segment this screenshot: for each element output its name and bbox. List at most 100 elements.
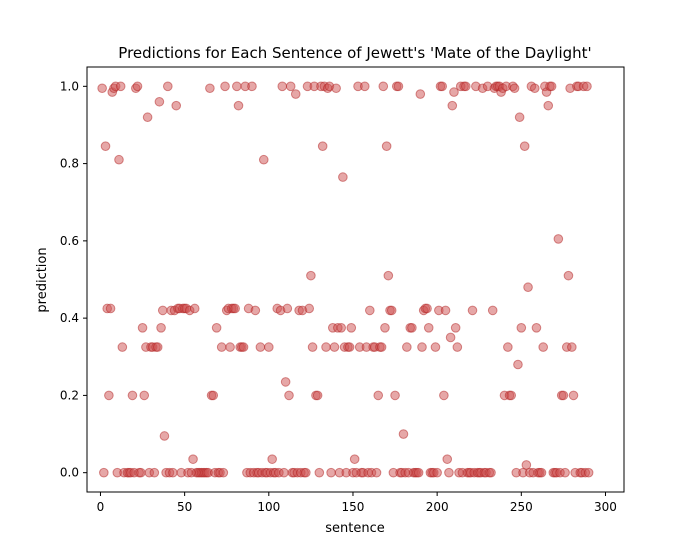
- data-point: [284, 390, 294, 401]
- data-point: [331, 83, 341, 94]
- y-axis-ticks: 0.0 0.2 0.4 0.6 0.8 1.0: [60, 79, 87, 480]
- data-point: [211, 323, 222, 333]
- data-point: [383, 270, 394, 281]
- x-tick-label: 300: [594, 500, 617, 514]
- data-point: [97, 83, 107, 94]
- data-point: [154, 96, 165, 107]
- data-point: [290, 89, 301, 99]
- y-tick-label: 0.0: [60, 466, 79, 480]
- data-point: [568, 390, 579, 401]
- x-tick-label: 100: [257, 500, 280, 514]
- x-tick-label: 0: [97, 500, 105, 514]
- data-point: [104, 390, 114, 401]
- data-point: [381, 141, 392, 151]
- data-point: [558, 390, 569, 401]
- data-point: [105, 303, 116, 314]
- data-point: [306, 270, 316, 281]
- data-point: [139, 390, 150, 401]
- data-point: [152, 342, 163, 352]
- data-point: [449, 87, 459, 97]
- data-point: [560, 467, 570, 478]
- data-point: [314, 467, 325, 478]
- data-point: [149, 467, 160, 478]
- data-point: [514, 112, 525, 123]
- data-point: [440, 305, 451, 316]
- data-point: [413, 467, 424, 478]
- chart-title: Predictions for Each Sentence of Jewett'…: [118, 44, 591, 62]
- data-point: [519, 141, 530, 151]
- data-point: [346, 323, 357, 333]
- data-point: [516, 323, 527, 333]
- data-point: [359, 81, 370, 92]
- y-tick-label: 0.4: [60, 311, 79, 325]
- data-point: [407, 323, 417, 333]
- data-point: [159, 431, 170, 441]
- data-point: [538, 342, 549, 352]
- data-point: [444, 467, 454, 478]
- data-point: [321, 342, 331, 352]
- data-point: [398, 429, 409, 439]
- data-point: [282, 303, 293, 314]
- x-axis-label: sentence: [325, 521, 385, 536]
- data-point: [447, 100, 458, 111]
- data-point: [380, 323, 390, 333]
- data-point: [523, 282, 533, 293]
- data-point: [114, 154, 124, 165]
- data-point: [258, 154, 269, 165]
- data-point: [189, 303, 200, 314]
- data-point: [402, 342, 412, 352]
- data-point: [390, 390, 400, 401]
- data-point: [423, 323, 434, 333]
- data-point: [255, 342, 266, 352]
- data-point: [422, 303, 432, 314]
- data-point: [445, 332, 456, 343]
- data-point: [386, 305, 397, 316]
- data-point: [238, 342, 249, 352]
- data-point: [188, 454, 198, 464]
- data-point: [247, 81, 257, 92]
- data-point: [100, 141, 111, 151]
- data-point: [220, 81, 230, 92]
- data-point: [371, 467, 382, 478]
- data-point: [277, 81, 288, 92]
- x-tick-label: 250: [510, 500, 533, 514]
- data-point: [543, 100, 554, 111]
- data-point: [582, 81, 592, 92]
- data-point: [521, 460, 532, 470]
- data-point: [365, 305, 375, 316]
- data-point: [163, 81, 173, 92]
- data-point: [168, 467, 178, 478]
- data-point: [487, 305, 498, 316]
- data-point: [373, 390, 384, 401]
- data-point: [415, 89, 426, 99]
- data-point: [132, 81, 143, 92]
- data-point: [115, 81, 126, 92]
- data-point: [267, 454, 277, 464]
- data-point: [208, 390, 219, 401]
- data-point: [233, 100, 244, 111]
- data-point: [432, 467, 442, 478]
- y-tick-label: 0.6: [60, 234, 79, 248]
- data-point: [529, 83, 540, 94]
- data-point: [127, 390, 138, 401]
- data-point: [467, 305, 478, 316]
- data-point: [250, 305, 261, 316]
- data-point: [450, 323, 461, 333]
- data-point: [142, 112, 153, 123]
- x-tick-label: 150: [342, 500, 365, 514]
- y-tick-label: 1.0: [60, 79, 79, 93]
- data-point: [216, 342, 227, 352]
- data-point: [218, 467, 229, 478]
- data-point: [376, 342, 387, 352]
- data-point: [430, 342, 441, 352]
- data-point: [349, 454, 360, 464]
- data-point: [171, 100, 182, 111]
- data-point: [378, 81, 389, 92]
- data-point: [583, 467, 594, 478]
- data-point: [417, 342, 427, 352]
- x-tick-label: 50: [177, 500, 192, 514]
- data-point: [232, 81, 242, 92]
- data-point: [567, 342, 577, 352]
- y-tick-label: 0.8: [60, 157, 79, 171]
